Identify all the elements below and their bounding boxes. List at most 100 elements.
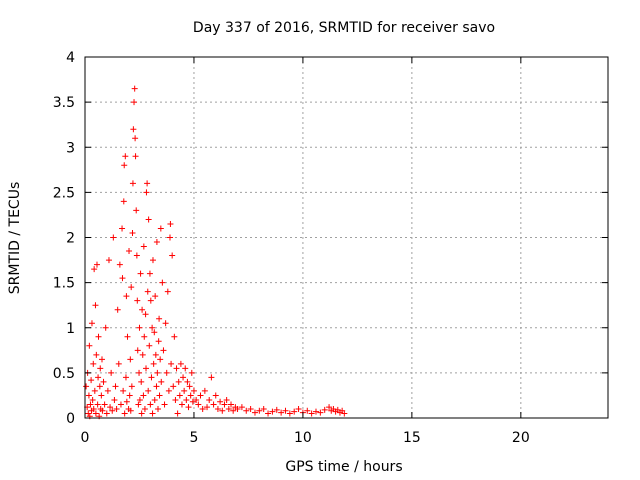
data-point: [119, 275, 126, 282]
data-point: [153, 239, 160, 246]
data-point: [135, 401, 142, 408]
data-point: [107, 404, 114, 411]
data-point: [273, 406, 280, 413]
data-point: [143, 365, 150, 372]
data-point: [144, 180, 151, 187]
data-point: [98, 392, 105, 399]
data-point: [131, 85, 138, 92]
data-point: [96, 383, 103, 390]
data-point: [141, 405, 148, 412]
data-point: [295, 405, 302, 412]
x-tick-label: 5: [189, 430, 198, 446]
data-point: [162, 320, 169, 327]
data-point: [150, 360, 157, 367]
data-point: [173, 365, 180, 372]
data-point: [201, 387, 208, 394]
data-point: [183, 396, 190, 403]
data-point: [116, 261, 123, 268]
data-point: [95, 333, 102, 340]
data-point: [91, 387, 98, 394]
data-point: [166, 234, 173, 241]
data-point: [171, 333, 178, 340]
data-point: [176, 392, 183, 399]
axes-layer: 0 0.5 1 1.5 2 2.5 3 3.5 4 0 5 10 15 20: [53, 50, 609, 446]
data-point: [204, 404, 211, 411]
data-point: [83, 383, 90, 390]
data-point: [181, 387, 188, 394]
data-point: [112, 383, 119, 390]
data-point: [133, 252, 140, 259]
data-point: [147, 401, 154, 408]
data-point: [157, 225, 164, 232]
data-point: [146, 342, 153, 349]
data-point: [90, 360, 97, 367]
data-point: [85, 392, 92, 399]
data-point: [189, 398, 196, 405]
data-point: [184, 378, 191, 385]
data-point: [221, 401, 228, 408]
y-tick-label: 3: [66, 140, 75, 156]
data-point: [123, 293, 130, 300]
data-point: [115, 360, 122, 367]
data-point: [168, 360, 175, 367]
x-tick-label: 10: [294, 430, 312, 446]
data-point: [124, 333, 131, 340]
data-point: [212, 392, 219, 399]
data-point: [193, 396, 200, 403]
data-point: [120, 198, 127, 205]
data-point: [126, 392, 133, 399]
data-point: [136, 396, 143, 403]
data-point: [326, 404, 333, 411]
data-point: [91, 266, 98, 273]
data-point: [190, 387, 197, 394]
data-point: [147, 297, 154, 304]
data-point: [111, 396, 118, 403]
data-point: [120, 387, 127, 394]
data-point: [187, 392, 194, 399]
data-point: [317, 409, 324, 416]
data-point: [100, 378, 107, 385]
data-point: [127, 356, 134, 363]
data-point: [136, 369, 143, 376]
y-tick-label: 2.5: [53, 185, 75, 201]
y-tick-label: 1.5: [53, 276, 75, 292]
data-point: [160, 347, 167, 354]
data-point: [142, 311, 149, 318]
data-point: [158, 378, 165, 385]
data-point: [291, 408, 298, 415]
data-point: [119, 225, 126, 232]
data-point: [129, 180, 136, 187]
data-point: [308, 410, 315, 417]
data-point: [136, 324, 143, 331]
data-point: [128, 284, 135, 291]
data-point: [265, 410, 272, 417]
data-point: [157, 356, 164, 363]
data-point: [304, 407, 311, 414]
data-point: [137, 270, 144, 277]
data-point: [93, 351, 100, 358]
data-point: [134, 297, 141, 304]
data-point: [178, 401, 185, 408]
data-point: [103, 410, 110, 417]
data-point: [132, 135, 139, 142]
data-point: [282, 407, 289, 414]
data-point: [101, 401, 108, 408]
data-point: [94, 401, 101, 408]
data-point: [121, 410, 128, 417]
data-point: [223, 396, 230, 403]
data-point: [109, 407, 116, 414]
data-point: [108, 369, 115, 376]
data-point: [217, 398, 224, 405]
data-point: [105, 257, 112, 264]
points-layer: [83, 85, 348, 420]
data-point: [93, 261, 100, 268]
data-point: [180, 374, 187, 381]
data-point: [225, 405, 232, 412]
data-point: [219, 407, 226, 414]
data-point: [144, 288, 151, 295]
data-point: [131, 99, 138, 106]
data-point: [152, 293, 159, 300]
data-point: [174, 410, 181, 417]
data-point: [151, 396, 158, 403]
data-point: [165, 387, 172, 394]
